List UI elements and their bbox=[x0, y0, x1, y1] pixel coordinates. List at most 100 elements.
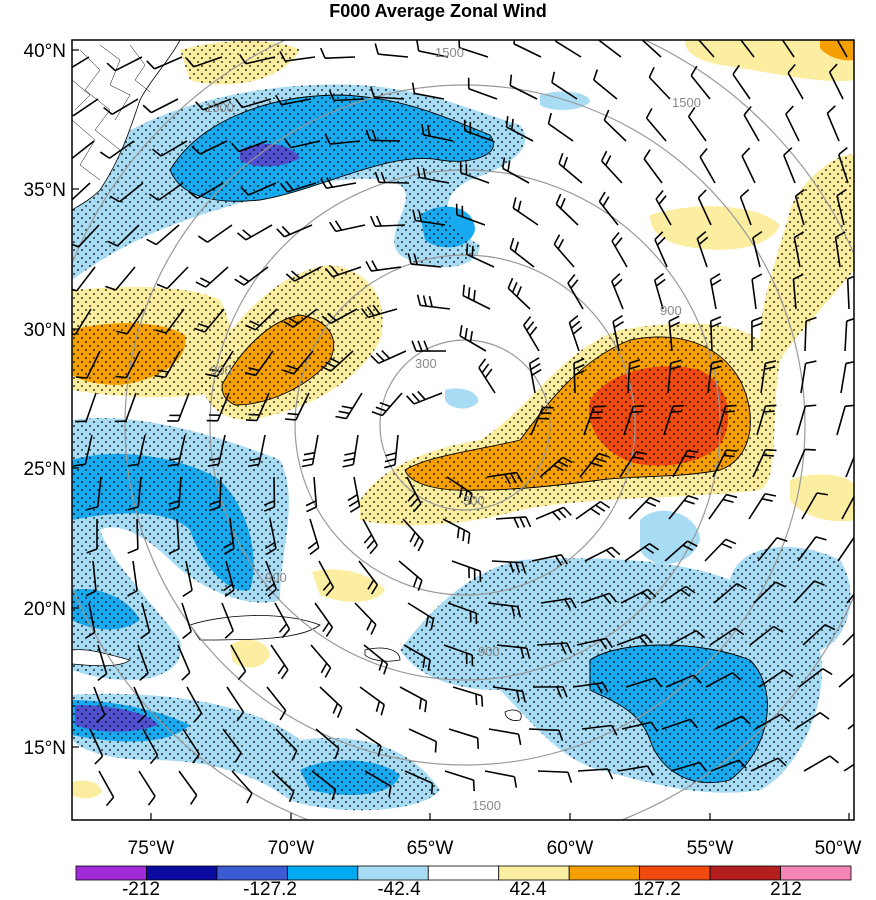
wind-barb-flag bbox=[412, 209, 417, 221]
wind-barb-shaft bbox=[579, 453, 600, 478]
wind-barb-shaft bbox=[583, 406, 595, 436]
wind-barb-flag bbox=[531, 368, 542, 376]
wind-barb-flag bbox=[265, 541, 276, 550]
wind-barb-flag bbox=[406, 395, 415, 405]
wind-barb-flag bbox=[279, 710, 287, 721]
wind-barb-flag bbox=[574, 370, 585, 376]
wind-barb-shaft bbox=[796, 405, 807, 436]
wind-barb-shaft bbox=[451, 560, 481, 572]
coastlines bbox=[72, 40, 522, 721]
wind-barb-flag bbox=[567, 274, 576, 284]
wind-barb-flag bbox=[643, 149, 651, 160]
wind-barb-flag bbox=[855, 536, 866, 539]
wind-barb-shaft bbox=[798, 668, 824, 688]
wind-barb-shaft bbox=[116, 224, 140, 247]
wind-barb-shaft bbox=[531, 554, 562, 562]
wind-barb-flag bbox=[239, 274, 250, 283]
wind-barb-flag bbox=[422, 656, 426, 668]
wind-barb-shaft bbox=[462, 294, 491, 310]
wind-barb-flag bbox=[127, 506, 139, 511]
wind-barb-flag bbox=[520, 647, 525, 659]
wind-barb-flag bbox=[512, 197, 517, 209]
wind-barb-shaft bbox=[359, 686, 385, 706]
wind-barb-flag bbox=[517, 200, 522, 212]
wind-barb-shaft bbox=[491, 560, 522, 564]
wind-barb-flag bbox=[380, 704, 385, 716]
wind-barb-flag bbox=[107, 240, 118, 247]
wind-barb-flag bbox=[633, 405, 645, 408]
colorbar bbox=[75, 865, 852, 881]
wind-barb-flag bbox=[751, 273, 763, 280]
wind-barb-flag bbox=[413, 253, 418, 265]
wind-barb-flag bbox=[711, 279, 722, 287]
range-ring-label: 900 bbox=[210, 363, 232, 378]
wind-barb-flag bbox=[511, 605, 516, 617]
wind-barb-shaft bbox=[792, 449, 806, 478]
wind-barb-shaft bbox=[464, 130, 494, 142]
wind-barb-flag bbox=[325, 626, 334, 638]
wind-barb-flag bbox=[562, 456, 573, 464]
colorbar-labels: -212 -127.2 -42.4 42.4 127.2 212 bbox=[122, 879, 802, 900]
wind-barb-flag bbox=[597, 28, 600, 39]
wind-barb-shaft bbox=[285, 56, 316, 62]
wind-barb-flag bbox=[805, 360, 817, 365]
wind-barb-flag bbox=[654, 231, 664, 241]
wind-barb-shaft bbox=[468, 88, 498, 100]
wind-barb-flag bbox=[265, 582, 275, 592]
wind-barb-flag bbox=[468, 493, 473, 505]
wind-barb-flag bbox=[154, 374, 166, 379]
wind-barb-flag bbox=[514, 241, 520, 253]
wind-barb-flag bbox=[507, 277, 514, 289]
range-ring-label: 900 bbox=[660, 303, 682, 318]
wind-barb-flag bbox=[590, 462, 602, 468]
wind-barb-flag bbox=[557, 238, 565, 250]
colorbar-swatch bbox=[427, 865, 500, 881]
wind-barb-shaft bbox=[593, 79, 618, 100]
wind-barb-flag bbox=[467, 287, 471, 299]
wind-barb-flag bbox=[864, 624, 874, 628]
wind-barb-flag bbox=[507, 160, 511, 172]
wind-barb-flag bbox=[336, 707, 343, 719]
wind-barb-flag bbox=[194, 327, 205, 333]
wind-barb-flag bbox=[856, 493, 867, 494]
wind-barb-flag bbox=[109, 195, 121, 203]
wind-barb-flag bbox=[155, 329, 167, 334]
wind-barb-shaft bbox=[164, 350, 181, 378]
wind-barb-flag bbox=[223, 548, 235, 555]
wind-barb-shaft bbox=[119, 182, 144, 203]
colorbar-swatch bbox=[568, 865, 641, 881]
wind-barb-shaft bbox=[181, 602, 192, 632]
wind-barb-shaft bbox=[196, 182, 224, 199]
wind-barb-shaft bbox=[568, 322, 580, 352]
wind-barb-shaft bbox=[535, 506, 564, 520]
wind-barb-shaft bbox=[509, 84, 538, 100]
wind-barb-flag bbox=[607, 768, 614, 780]
wind-barb-shaft bbox=[709, 279, 717, 310]
wind-barb-shaft bbox=[837, 536, 854, 562]
wind-barb-shaft bbox=[182, 728, 200, 755]
wind-barb-shaft bbox=[345, 392, 363, 419]
wind-barb-flag bbox=[822, 668, 833, 676]
wind-barb-flag bbox=[366, 306, 375, 317]
wind-barb-flag bbox=[430, 618, 435, 630]
wind-barb-flag bbox=[371, 129, 377, 141]
wind-barb-shaft bbox=[254, 350, 274, 376]
range-ring-label: 1500 bbox=[472, 798, 501, 813]
wind-barb-shaft bbox=[628, 496, 651, 520]
wind-barb-flag bbox=[566, 642, 573, 654]
wind-barb-shaft bbox=[413, 392, 443, 405]
wind-barb-flag bbox=[424, 701, 428, 713]
wind-barb-shaft bbox=[125, 392, 137, 422]
wind-barb-flag bbox=[188, 190, 198, 199]
wind-barb-flag bbox=[547, 112, 552, 124]
wind-barb-flag bbox=[375, 352, 385, 362]
wind-barb-flag bbox=[731, 672, 742, 681]
wind-barb-flag bbox=[595, 504, 606, 512]
wind-barb-flag bbox=[181, 672, 191, 681]
wind-barb-flag bbox=[281, 628, 291, 639]
colorbar-swatch bbox=[146, 865, 218, 881]
positive-wind-region bbox=[685, 40, 854, 82]
wind-barb-shaft bbox=[132, 560, 138, 591]
wind-barb-flag bbox=[632, 456, 644, 460]
wind-barb-shaft bbox=[294, 266, 322, 282]
